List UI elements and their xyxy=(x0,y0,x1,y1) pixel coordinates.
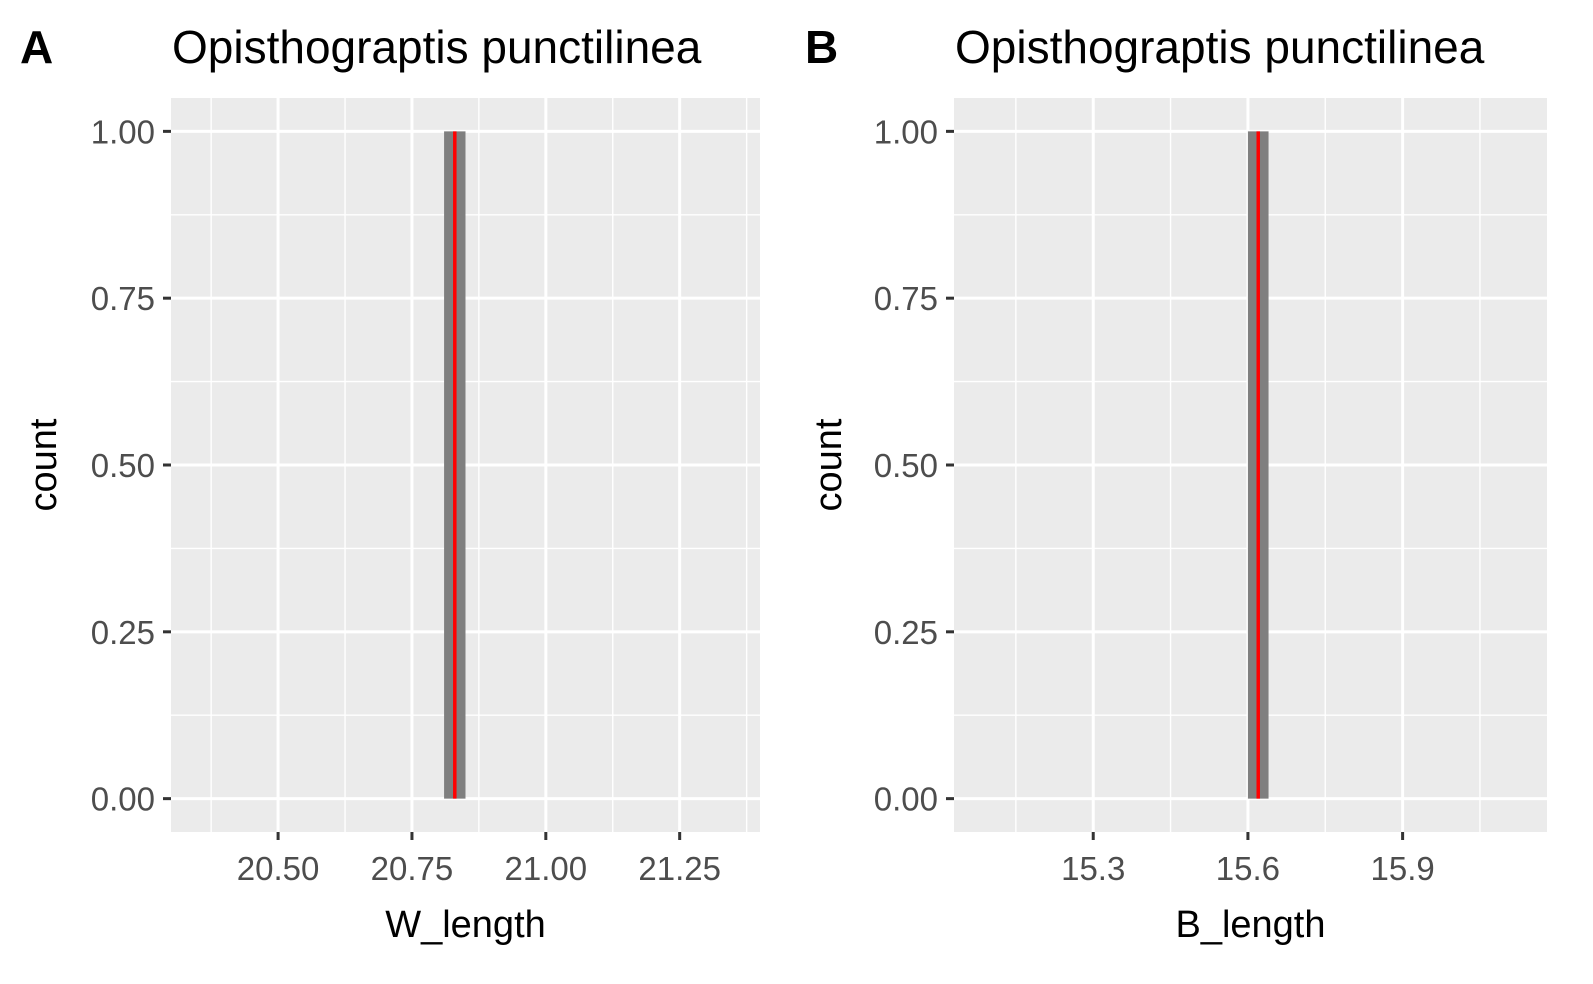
panel-tag: B xyxy=(805,21,838,73)
y-tick-label: 1.00 xyxy=(874,113,938,150)
y-axis-title: count xyxy=(808,418,850,511)
x-tick-label: 15.6 xyxy=(1216,850,1280,887)
panel-a: 0.00 0.25 0.50 0.75 1.00 20.50 20.75 21.00 21.25… xyxy=(20,21,760,946)
y-axis-title: count xyxy=(23,418,65,511)
panel-tag: A xyxy=(20,21,53,73)
x-tick-label: 20.75 xyxy=(371,850,454,887)
y-tick-label: 0.75 xyxy=(91,280,155,317)
y-tick-label: 0.25 xyxy=(91,614,155,651)
y-tick-label: 0.75 xyxy=(874,280,938,317)
x-tick-label: 15.3 xyxy=(1061,850,1125,887)
y-tick-label: 0.50 xyxy=(91,447,155,484)
x-tick-label: 15.9 xyxy=(1371,850,1435,887)
y-tick-label: 1.00 xyxy=(91,113,155,150)
x-axis-title: W_length xyxy=(385,904,546,946)
x-tick-label: 21.00 xyxy=(505,850,588,887)
chart-title: Opisthograptis punctilinea xyxy=(955,21,1485,73)
y-tick-label: 0.50 xyxy=(874,447,938,484)
chart-title: Opisthograptis punctilinea xyxy=(172,21,702,73)
y-tick-label: 0.25 xyxy=(874,614,938,651)
x-tick-label: 21.25 xyxy=(638,850,721,887)
x-tick-label: 20.50 xyxy=(237,850,320,887)
y-tick-label: 0.00 xyxy=(874,781,938,818)
y-tick-label: 0.00 xyxy=(91,781,155,818)
panel-b: 0.00 0.25 0.50 0.75 1.00 15.3 15.6 15.9 B_length… xyxy=(805,21,1547,946)
x-axis-title: B_length xyxy=(1175,904,1325,946)
